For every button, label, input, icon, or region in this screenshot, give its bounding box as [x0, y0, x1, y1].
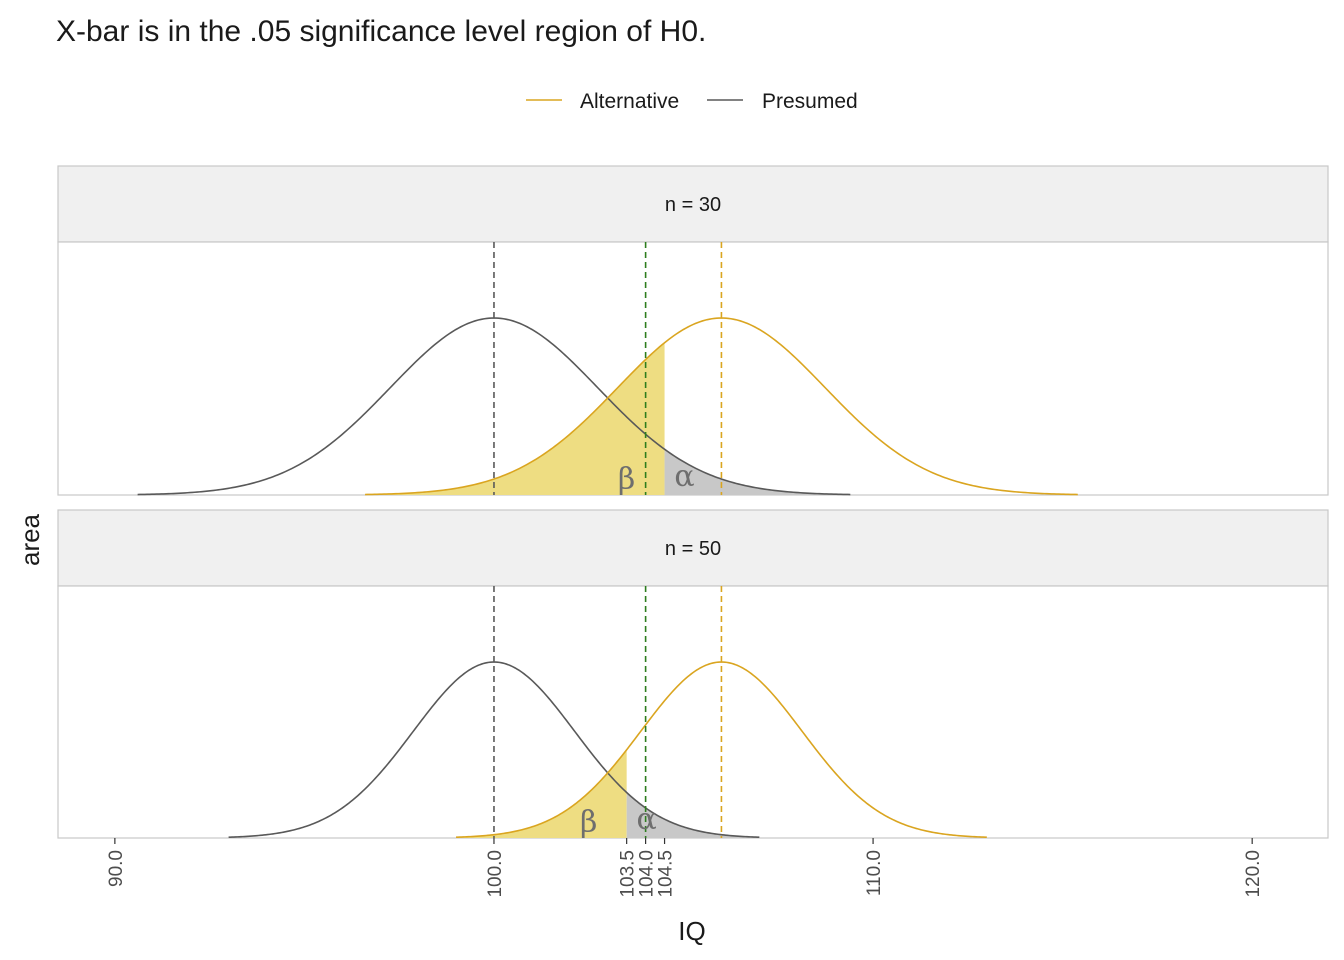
facet-panel-1: n = 30 β α — [57, 165, 1329, 497]
x-axis-title: IQ — [678, 916, 705, 946]
x-tick-label: 100.0 — [485, 850, 506, 898]
facet-panel-2: n = 50 β α — [57, 509, 1329, 840]
alpha-label: α — [674, 459, 694, 494]
legend: Alternative Presumed — [526, 90, 858, 113]
facet-strip — [57, 165, 1329, 243]
x-tick-label: 120.0 — [1243, 850, 1264, 898]
x-tick-label: 104.5 — [656, 850, 677, 898]
beta-label: β — [618, 462, 635, 497]
panel-background — [57, 585, 1329, 839]
beta-region — [456, 749, 627, 838]
x-tick-label: 110.0 — [864, 850, 885, 896]
facet-strip-label: n = 30 — [665, 194, 721, 216]
x-tick-label: 90.0 — [106, 850, 127, 887]
chart-title: X-bar is in the .05 significance level r… — [56, 15, 706, 48]
x-tick-label: 103.5 — [618, 850, 639, 898]
beta-label: β — [580, 805, 597, 840]
legend-label-alternative: Alternative — [580, 90, 679, 113]
x-tick-label: 104.0 — [637, 850, 658, 898]
beta-region — [365, 342, 665, 495]
facet-strip — [57, 509, 1329, 587]
legend-label-presumed: Presumed — [762, 90, 858, 113]
facet-strip-label: n = 50 — [665, 538, 721, 560]
alpha-region — [664, 449, 851, 495]
y-axis-title: area — [15, 513, 45, 566]
alpha-label: α — [637, 802, 657, 837]
alpha-region — [626, 792, 760, 838]
panel-background — [57, 241, 1329, 496]
facet-panels: n = 30 β α n = 50 β α — [57, 165, 1329, 840]
